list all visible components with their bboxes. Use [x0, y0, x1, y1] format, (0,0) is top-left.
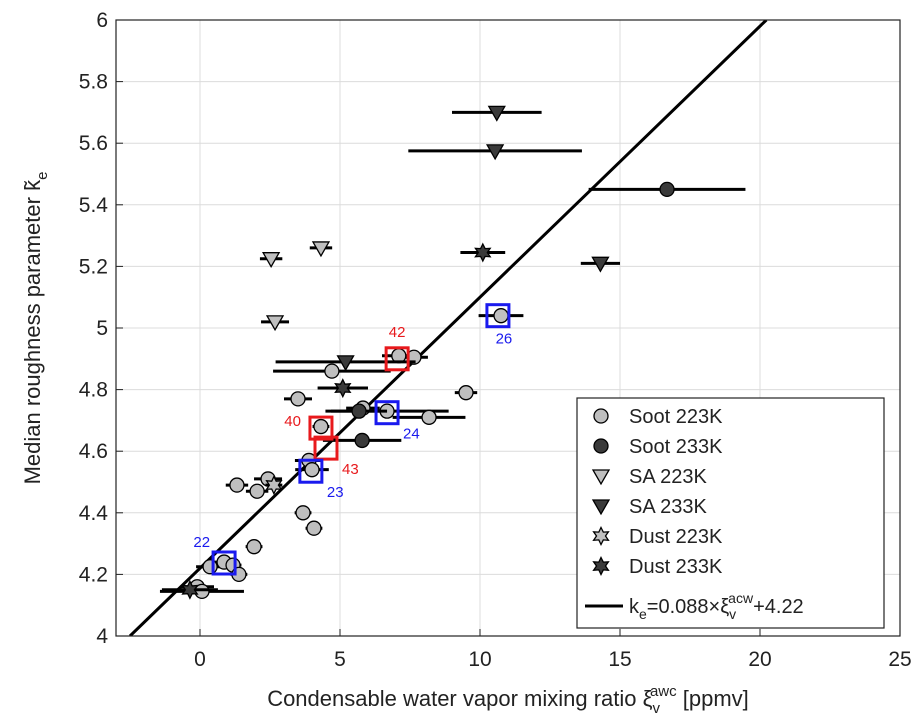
marker: [593, 438, 609, 454]
marker: [591, 469, 611, 486]
marker: [485, 144, 505, 161]
marker: [202, 559, 218, 575]
marker: [249, 483, 265, 499]
y-tick-label: 4.2: [79, 563, 108, 586]
marker: [592, 526, 610, 546]
annotation-box: [308, 415, 334, 441]
y-tick-label: 5.8: [79, 71, 108, 94]
marker: [336, 355, 355, 372]
x-label-sup: awc: [650, 683, 677, 700]
y-label-sub: e: [34, 172, 51, 180]
annotation-label: 23: [327, 484, 344, 501]
legend-label: Dust 233K: [629, 556, 723, 578]
marker: [324, 363, 340, 379]
marker: [229, 477, 245, 493]
marker: [351, 403, 367, 419]
marker: [593, 408, 609, 424]
y-tick-label: 4.8: [79, 379, 108, 402]
annotation-label: 24: [403, 426, 420, 443]
y-tick-label: 5.2: [79, 255, 108, 278]
annotation-box: [374, 400, 400, 426]
annotation-box: [384, 346, 410, 372]
annotation-box: [211, 550, 237, 576]
x-tick-label: 20: [748, 648, 771, 671]
annotation-label: 43: [342, 461, 359, 478]
marker: [458, 385, 474, 401]
marker: [261, 252, 281, 269]
marker: [313, 418, 329, 435]
marker: [181, 579, 199, 600]
legend-label: Dust 223K: [629, 526, 723, 548]
y-label-text: Median roughness parameter k̃: [20, 179, 45, 484]
fit-end: +4.22: [753, 596, 804, 618]
legend-fit-label: ke=0.088×ξvacw+4.22: [629, 590, 804, 622]
marker: [592, 556, 610, 576]
marker: [493, 308, 509, 324]
legend-label: SA 233K: [629, 496, 708, 518]
marker: [591, 499, 611, 516]
plot-frame: [115, 19, 901, 637]
marker: [659, 181, 675, 198]
x-tick-label: 5: [334, 648, 346, 671]
x-label-suffix: [ppmv]: [677, 686, 749, 711]
legend-label: Soot 223K: [629, 406, 723, 428]
fit-sub2: v: [729, 606, 736, 622]
fit-k: k: [629, 596, 640, 618]
y-tick-label: 5.4: [79, 194, 109, 217]
marker: [334, 378, 352, 399]
plot-content: [128, 20, 768, 636]
fit-sub: e: [639, 606, 647, 622]
x-tick-label: 15: [608, 648, 631, 671]
fit-mid: =0.088×ξ: [647, 596, 729, 618]
y-axis-label: Median roughness parameter k̃e: [20, 172, 51, 485]
y-tick-label: 5: [96, 317, 108, 340]
y-tick-label: 4.4: [79, 502, 109, 525]
marker: [246, 539, 262, 555]
y-tick-label: 4.6: [79, 440, 108, 463]
x-tick-label: 25: [888, 648, 911, 671]
fit-sup: acw: [728, 590, 754, 606]
annotation-box: [298, 458, 324, 484]
annotation-box: [485, 303, 511, 329]
y-tick-label: 5.6: [79, 132, 108, 155]
x-label-text: Condensable water vapor mixing ratio ξ: [267, 686, 652, 711]
marker: [265, 315, 285, 332]
annotation-label: 22: [193, 534, 210, 551]
annotation-box: [313, 435, 339, 461]
annotation-label: 40: [284, 413, 301, 430]
marker: [591, 256, 610, 273]
marker: [290, 391, 306, 407]
x-label-sub: v: [652, 700, 660, 717]
marker: [487, 105, 506, 122]
annotation-label: 42: [389, 324, 406, 341]
marker: [295, 505, 311, 521]
y-tick-label: 4: [96, 625, 108, 648]
fit-line: [128, 20, 768, 636]
marker: [421, 409, 437, 425]
marker: [474, 242, 492, 263]
marker: [354, 432, 370, 449]
legend-label: SA 223K: [629, 466, 708, 488]
x-tick-label: 10: [468, 648, 491, 671]
x-tick-label: 0: [194, 648, 206, 671]
marker: [311, 241, 331, 258]
x-axis-label: Condensable water vapor mixing ratio ξva…: [267, 683, 749, 717]
y-tick-label: 6: [96, 9, 108, 32]
marker: [304, 462, 320, 478]
legend-label: Soot 233K: [629, 436, 723, 458]
annotation-label: 26: [496, 331, 513, 348]
legend-box: [576, 397, 885, 629]
marker: [306, 520, 322, 536]
marker: [265, 475, 283, 496]
